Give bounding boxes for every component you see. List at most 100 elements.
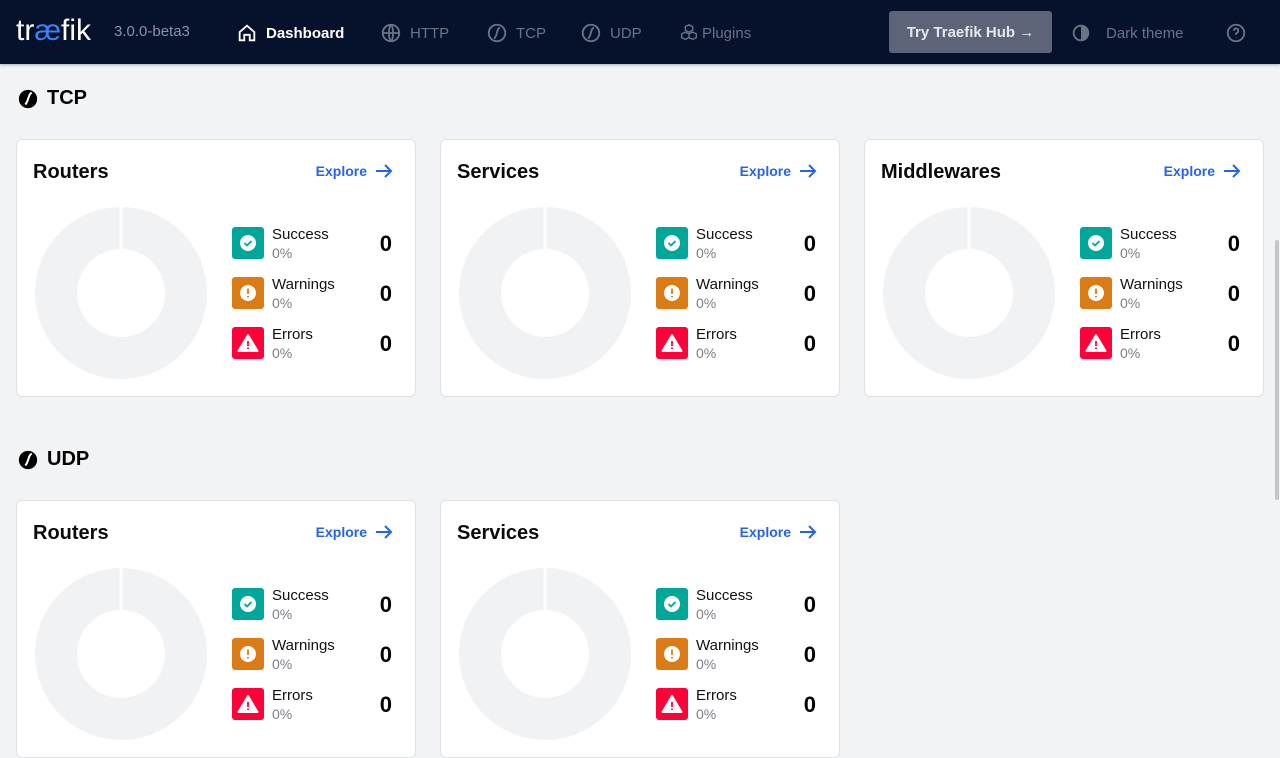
top-navbar: træfik 3.0.0-beta3 Dashboard HTTP TCP UD… [0, 0, 1280, 64]
stat-label: Success [696, 226, 753, 243]
check-circle-icon [662, 233, 682, 253]
stat-percent: 0% [272, 295, 293, 311]
section-title-text: UDP [47, 448, 90, 470]
stat-count: 0 [803, 331, 816, 356]
stat-warning: Warnings 0% 0 [1080, 276, 1240, 311]
tcp-icon [18, 89, 38, 108]
stat-count: 0 [379, 592, 392, 617]
error-badge [656, 688, 688, 720]
stat-success: Success 0% 0 [232, 587, 392, 622]
exclamation-circle-icon [662, 283, 682, 303]
stat-success: Success 0% 0 [232, 226, 392, 261]
nav-plugins[interactable]: Plugins [678, 22, 751, 44]
cubes-icon [680, 23, 698, 41]
stat-label: Errors [696, 326, 737, 343]
explore-link[interactable]: Explore [1164, 163, 1241, 179]
nav-label: Dashboard [266, 24, 345, 42]
stat-count: 0 [379, 642, 392, 667]
stat-percent: 0% [696, 245, 717, 261]
tcp-icon [487, 23, 507, 43]
stat-percent: 0% [696, 606, 717, 622]
stat-count: 0 [803, 692, 816, 717]
explore-link[interactable]: Explore [740, 524, 817, 540]
logo-text: æ [34, 14, 62, 47]
stat-label: Warnings [696, 637, 759, 654]
traefik-logo[interactable]: træfik [16, 14, 91, 48]
stat-percent: 0% [1120, 245, 1141, 261]
warning-badge [232, 277, 264, 309]
dark-theme-toggle[interactable]: Dark theme [1070, 22, 1184, 44]
stat-percent: 0% [272, 656, 293, 672]
warning-badge [656, 277, 688, 309]
stat-label: Errors [1120, 326, 1161, 343]
explore-label: Explore [1163, 163, 1215, 179]
stat-percent: 0% [696, 706, 717, 722]
nav-http[interactable]: HTTP [380, 22, 449, 44]
stat-label: Errors [696, 687, 737, 704]
explore-link[interactable]: Explore [316, 163, 393, 179]
stat-label: Warnings [696, 276, 759, 293]
nav-label: TCP [516, 24, 546, 42]
stat-count: 0 [803, 231, 816, 256]
card-title: Routers [33, 161, 109, 183]
nav-tcp[interactable]: TCP [486, 22, 546, 44]
stat-percent: 0% [1120, 295, 1141, 311]
section-title-tcp: TCP [17, 87, 87, 110]
stat-error: Errors 0% 0 [656, 687, 816, 722]
stat-label: Warnings [272, 637, 335, 654]
nav-dashboard[interactable]: Dashboard [236, 22, 344, 44]
check-circle-icon [238, 233, 258, 253]
warning-badge [656, 638, 688, 670]
help-button[interactable] [1225, 22, 1247, 44]
warning-triangle-icon [661, 694, 683, 714]
success-badge [656, 227, 688, 259]
stat-count: 0 [1227, 281, 1240, 306]
arrow-right-icon [800, 525, 817, 539]
explore-label: Explore [739, 524, 791, 540]
arrow-right-icon [800, 164, 817, 178]
stat-label: Success [1120, 226, 1177, 243]
stat-count: 0 [803, 281, 816, 306]
stat-count: 0 [379, 331, 392, 356]
stat-percent: 0% [696, 345, 717, 361]
explore-link[interactable]: Explore [740, 163, 817, 179]
success-badge [232, 227, 264, 259]
stat-success: Success 0% 0 [656, 587, 816, 622]
tcp-services-card: Services Explore Success 0% 0 Warnings 0… [440, 139, 840, 397]
section-title-udp: UDP [17, 448, 89, 471]
error-badge [1080, 327, 1112, 359]
stat-warning: Warnings 0% 0 [656, 276, 816, 311]
explore-label: Explore [739, 163, 791, 179]
udp-routers-card: Routers Explore Success 0% 0 Warnings 0%… [16, 500, 416, 758]
error-badge [232, 688, 264, 720]
stat-label: Success [272, 587, 329, 604]
warning-badge [1080, 277, 1112, 309]
nav-udp[interactable]: UDP [580, 22, 642, 44]
logo-text: fik [61, 14, 92, 47]
help-icon [1226, 23, 1246, 43]
stat-warning: Warnings 0% 0 [656, 637, 816, 672]
status-donut-chart [459, 207, 631, 379]
stat-error: Errors 0% 0 [232, 326, 392, 361]
stat-error: Errors 0% 0 [656, 326, 816, 361]
stat-warning: Warnings 0% 0 [232, 637, 392, 672]
udp-icon [18, 450, 38, 469]
status-donut-chart [35, 207, 207, 379]
nav-label: Plugins [702, 24, 752, 42]
scrollbar[interactable] [1275, 240, 1279, 500]
success-badge [1080, 227, 1112, 259]
arrow-right-icon [376, 525, 393, 539]
try-traefik-hub-button[interactable]: Try Traefik Hub → [889, 11, 1052, 53]
stat-percent: 0% [1120, 345, 1141, 361]
explore-link[interactable]: Explore [316, 524, 393, 540]
exclamation-circle-icon [238, 644, 258, 664]
udp-services-card: Services Explore Success 0% 0 Warnings 0… [440, 500, 840, 758]
warning-triangle-icon [237, 333, 259, 353]
success-badge [656, 588, 688, 620]
section-title-text: TCP [47, 87, 87, 109]
tcp-routers-card: Routers Explore Success 0% 0 Warnings 0%… [16, 139, 416, 397]
card-title: Services [457, 522, 540, 544]
stat-percent: 0% [272, 706, 293, 722]
home-icon [238, 24, 256, 42]
stat-success: Success 0% 0 [1080, 226, 1240, 261]
